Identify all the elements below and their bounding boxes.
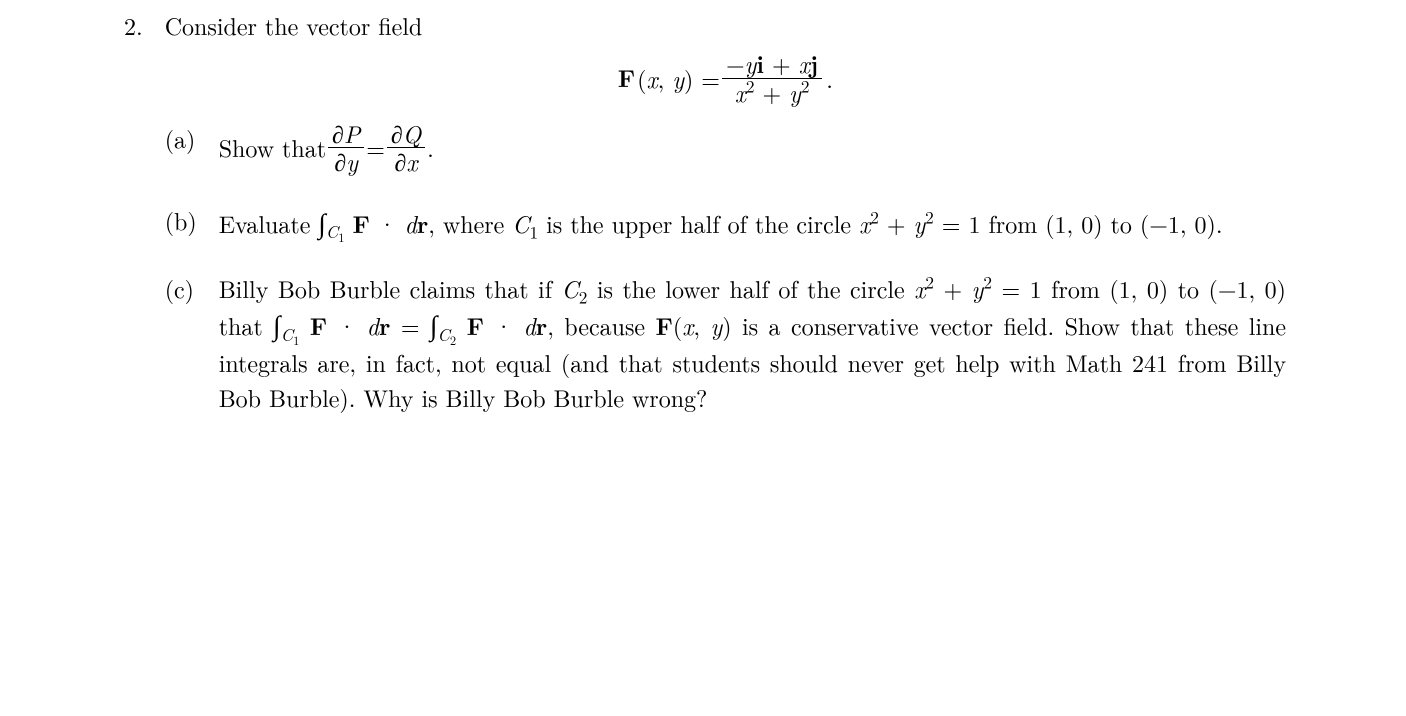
integral-icon: ∫ (430, 305, 438, 344)
part-c-s5: that (219, 308, 273, 342)
part-c-s6: , because (547, 308, 655, 342)
part-a-eq: = (366, 130, 385, 165)
part-b-intsub: C (326, 220, 338, 244)
part-b-label: (b) (165, 203, 199, 243)
part-b-F: F (353, 207, 370, 241)
part-a-lead: Show that (219, 130, 326, 165)
part-a: (a) Show that ∂P ∂y = ∂Q ∂x (165, 121, 1286, 174)
problem-number: 2. (124, 8, 143, 443)
problem-intro: Consider the vector field (165, 8, 1286, 43)
part-b-circle: x (859, 206, 870, 240)
part-c-label: (c) (165, 271, 199, 415)
part-a-trail: . (427, 130, 434, 165)
part-c-c2: C (562, 271, 579, 305)
part-b-c1: C (512, 206, 529, 240)
part-b-mid: , where (428, 206, 512, 240)
display-equation: F(x, y) = −yi + xj x2 + y2 . (165, 51, 1286, 105)
eq-denominator: x2 + y2 (722, 79, 822, 105)
part-b: (b) Evaluate ∫C1 F · dr, where C1 is the… (165, 203, 1286, 243)
part-b-mid2: is the upper half of the circle (538, 206, 859, 240)
problem: 2. Consider the vector field F(x, y) = −… (124, 8, 1286, 443)
part-b-text: Evaluate ∫C1 F · dr, where C1 is the upp… (219, 203, 1286, 243)
page: 2. Consider the vector field F(x, y) = −… (0, 0, 1406, 716)
integral-icon: ∫ (273, 305, 281, 344)
eq-lhs-F: F (618, 61, 635, 96)
problem-body: Consider the vector field F(x, y) = −yi … (165, 8, 1286, 443)
part-a-frac1-den: ∂y (328, 148, 364, 174)
eq-fraction: −yi + xj x2 + y2 (722, 51, 822, 105)
part-b-trail: . (1216, 206, 1223, 240)
part-c-s2: is the lower half of the circle (587, 271, 914, 305)
part-c-p2: (−1, 0) (1208, 271, 1286, 305)
part-c: (c) Billy Bob Burble claims that if C2 i… (165, 271, 1286, 415)
part-c-s4: to (1168, 271, 1208, 305)
part-c-text: Billy Bob Burble claims that if C2 is th… (219, 271, 1286, 415)
part-b-p1: (1, 0) (1045, 206, 1102, 240)
eq-period: . (826, 61, 833, 96)
part-a-frac1: ∂P ∂y (328, 121, 364, 174)
part-b-p2: (−1, 0) (1140, 206, 1216, 240)
part-c-eq: = (390, 308, 430, 342)
part-a-label: (a) (165, 121, 199, 174)
part-b-from: from (980, 206, 1045, 240)
part-a-frac2: ∂Q ∂x (387, 121, 425, 174)
part-b-to: to (1103, 206, 1140, 240)
parts-list: (a) Show that ∂P ∂y = ∂Q ∂x (165, 121, 1286, 415)
part-c-p1: (1, 0) (1109, 271, 1168, 305)
part-b-lead: Evaluate (219, 206, 319, 240)
eq-lhs-args: (x, y) = (637, 61, 720, 96)
part-c-s3: from (1042, 271, 1110, 305)
integral-icon: ∫ (318, 203, 326, 242)
part-c-s1: Billy Bob Burble claims that if (219, 271, 562, 305)
part-a-text: Show that ∂P ∂y = ∂Q ∂x . (219, 121, 1286, 174)
part-a-frac2-den: ∂x (387, 148, 425, 174)
